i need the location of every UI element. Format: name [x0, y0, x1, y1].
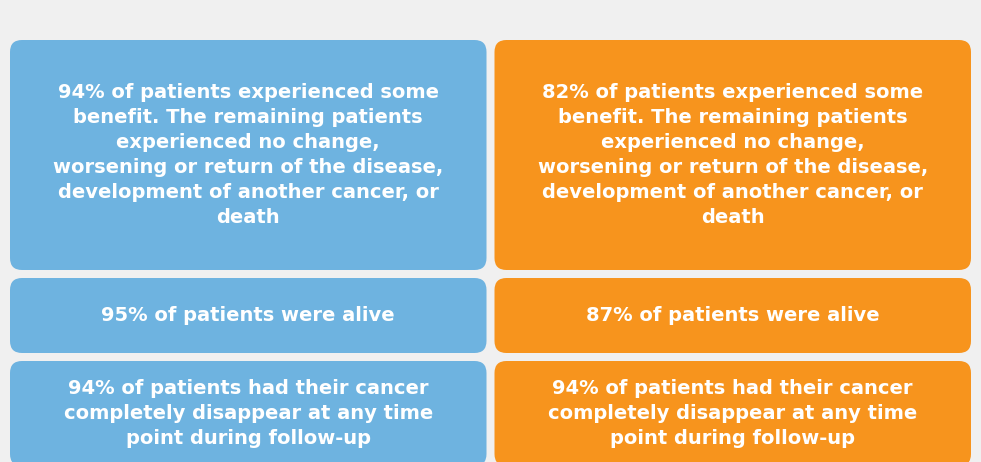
FancyBboxPatch shape [494, 40, 971, 270]
FancyBboxPatch shape [494, 361, 971, 462]
Text: 94% of patients had their cancer
completely disappear at any time
point during f: 94% of patients had their cancer complet… [64, 379, 433, 448]
Text: 87% of patients were alive: 87% of patients were alive [586, 306, 880, 325]
Text: 95% of patients were alive: 95% of patients were alive [101, 306, 395, 325]
FancyBboxPatch shape [10, 361, 487, 462]
FancyBboxPatch shape [494, 278, 971, 353]
Text: 82% of patients experienced some
benefit. The remaining patients
experienced no : 82% of patients experienced some benefit… [538, 83, 928, 227]
FancyBboxPatch shape [10, 278, 487, 353]
FancyBboxPatch shape [10, 40, 487, 270]
Text: 94% of patients had their cancer
completely disappear at any time
point during f: 94% of patients had their cancer complet… [548, 379, 917, 448]
Text: 94% of patients experienced some
benefit. The remaining patients
experienced no : 94% of patients experienced some benefit… [53, 83, 443, 227]
